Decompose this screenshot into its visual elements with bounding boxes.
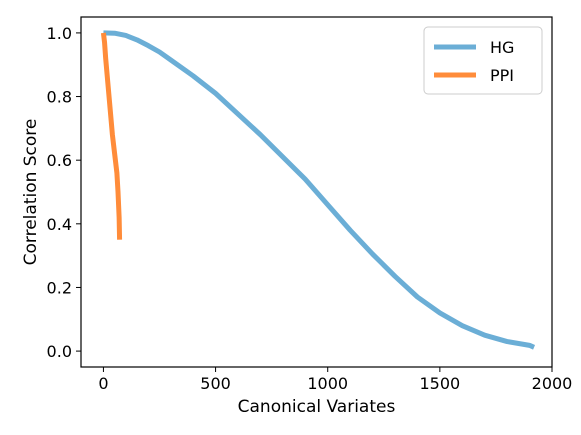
x-tick-label: 2000 [532, 374, 573, 393]
series-layer [100, 30, 536, 350]
series-line-ppi [100, 32, 123, 240]
y-tick-label: 0.0 [47, 342, 72, 361]
x-tick-label: 1000 [307, 374, 348, 393]
legend-box [423, 26, 543, 95]
x-tick-label: 0 [98, 374, 108, 393]
y-tick-label: 0.4 [47, 215, 72, 234]
ticks-layer: 0 500 1000 1500 2000 0.0 0.2 0.4 0.6 0.8 1.0 [47, 24, 573, 393]
x-tick-label: 500 [200, 374, 231, 393]
axis-labels: Canonical Variates Correlation Score [21, 119, 395, 417]
legend: HG PPI [423, 26, 543, 95]
y-axis-label: Correlation Score [21, 119, 41, 266]
y-tick-label: 0.6 [47, 151, 72, 170]
plot-frame [80, 16, 553, 368]
y-tick-label: 0.8 [47, 88, 72, 107]
legend-label-ppi: PPI [490, 66, 514, 85]
y-tick-label: 1.0 [47, 24, 72, 43]
plot-area [80, 16, 553, 368]
y-tick-label: 0.2 [47, 278, 72, 297]
x-axis-label: Canonical Variates [238, 397, 396, 417]
legend-label-hg: HG [490, 38, 514, 57]
series-line-hg [103, 30, 536, 350]
x-tick-label: 1500 [419, 374, 460, 393]
